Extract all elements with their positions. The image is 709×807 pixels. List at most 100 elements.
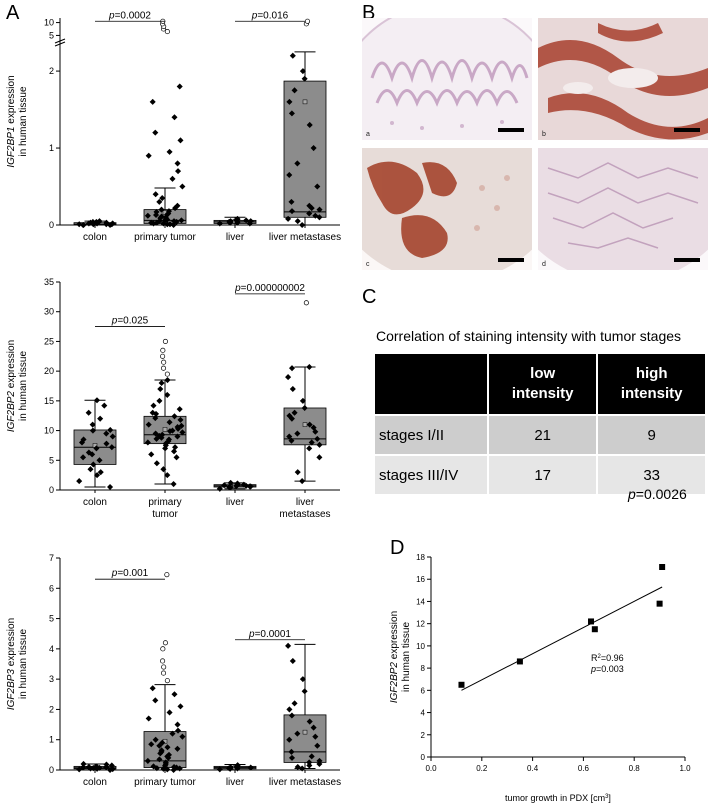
data-point <box>316 760 323 767</box>
data-point <box>148 741 155 748</box>
y-axis-label-line1: IGF2BP2 expression <box>6 340 17 432</box>
data-point <box>175 727 182 734</box>
y-tick-label: 0 <box>421 753 426 762</box>
data-point <box>164 216 171 223</box>
axis-break <box>54 41 66 47</box>
data-point <box>226 484 233 491</box>
data-point <box>306 202 313 209</box>
x-tick-label: liver <box>226 777 245 788</box>
data-point <box>286 171 293 179</box>
data-point <box>299 397 306 404</box>
data-point <box>306 718 313 725</box>
corner-header <box>375 354 489 415</box>
data-point <box>288 208 296 215</box>
data-point <box>158 213 165 220</box>
comparison-p-value: p=0.025 <box>111 316 149 327</box>
data-point <box>240 481 247 488</box>
y-tick-label: 1 <box>49 735 54 745</box>
y-tick-label: 25 <box>44 336 54 346</box>
outlier-point <box>303 300 309 306</box>
x-tick-label: colon <box>83 497 107 508</box>
data-point <box>109 766 116 773</box>
stage-cell: stages I/II <box>375 414 489 455</box>
data-point <box>80 454 87 461</box>
data-point <box>93 763 100 770</box>
data-point <box>216 220 223 227</box>
outlier-point <box>160 353 166 359</box>
data-point <box>144 439 151 446</box>
correlation-title: Correlation of staining intensity with t… <box>376 328 682 344</box>
data-point <box>107 484 114 491</box>
data-point <box>89 427 96 434</box>
correlation-p-value: p=0.0026 <box>628 486 687 502</box>
pdx-scatter-plot: 0 2 4 6 8 10 12 14 16 18 0.0 0.2 0.4 0.6 0.8 1.0 R2=0.96… <box>389 553 691 803</box>
data-point <box>166 221 174 228</box>
panel-letter-c: C <box>362 286 377 308</box>
y-axis-label-line1: IGF2BP3 expression <box>6 618 17 710</box>
data-point <box>294 430 301 437</box>
panel-letter-d: D <box>390 537 405 559</box>
data-point <box>179 429 186 436</box>
data-point <box>90 461 97 468</box>
data-point <box>96 457 103 464</box>
data-point <box>310 724 317 731</box>
y-axis-label-line2: in human tissue <box>401 622 412 692</box>
data-point <box>310 145 317 152</box>
box-mean <box>302 422 308 427</box>
data-point <box>149 409 156 416</box>
x-tick-label: liver metastases <box>269 777 341 788</box>
data-point <box>144 757 151 764</box>
data-point <box>173 454 180 461</box>
data-point <box>177 137 184 144</box>
outlier-point <box>160 646 166 652</box>
data-point <box>148 219 155 226</box>
tile-label: a <box>366 131 370 138</box>
data-point <box>286 706 293 713</box>
y-tick-label: 35 <box>44 277 54 287</box>
table-row: stages I/II 21 9 <box>375 414 705 455</box>
tile-label: d <box>542 261 546 268</box>
y-tick-label: 1 <box>49 143 54 153</box>
data-point <box>162 759 169 766</box>
data-point <box>153 435 160 442</box>
data-point <box>108 444 115 451</box>
x-tick-label: 0.8 <box>629 764 641 773</box>
x-tick-label: 0.4 <box>527 764 539 773</box>
data-point <box>289 52 296 59</box>
y-tick-label: 6 <box>421 686 426 695</box>
data-point <box>286 412 293 419</box>
data-point <box>221 482 228 489</box>
y-tick-label: 3 <box>49 674 54 684</box>
data-point <box>174 160 181 167</box>
data-point <box>164 377 171 384</box>
data-point <box>171 413 178 420</box>
data-point <box>310 424 317 431</box>
y-axis-label-line2: in human tissue <box>18 629 29 699</box>
data-point <box>301 75 308 82</box>
data-point <box>159 431 166 438</box>
data-point <box>174 745 181 752</box>
data-point <box>150 402 157 409</box>
x-tick-label: tumor <box>152 509 178 520</box>
data-point <box>153 410 160 417</box>
data-point <box>177 416 184 423</box>
outlier-point <box>164 572 170 578</box>
data-point <box>148 451 155 458</box>
data-point <box>314 183 321 190</box>
x-tick-label: liver <box>296 497 315 508</box>
x-tick-label: 0.6 <box>578 764 590 773</box>
data-point <box>93 445 100 452</box>
y-axis-label-line2: in human tissue <box>18 86 29 156</box>
histology-tile-a: a <box>362 18 532 140</box>
y-tick-label: 10 <box>44 426 54 436</box>
data-point <box>89 451 96 458</box>
data-point <box>299 676 306 683</box>
data-point <box>288 437 295 444</box>
data-point <box>178 422 185 429</box>
data-point <box>234 765 241 772</box>
low-cell: 21 <box>488 414 599 455</box>
data-point <box>288 110 295 117</box>
x-tick-label: 0.2 <box>476 764 488 773</box>
data-point <box>301 404 308 412</box>
data-point <box>171 448 178 455</box>
